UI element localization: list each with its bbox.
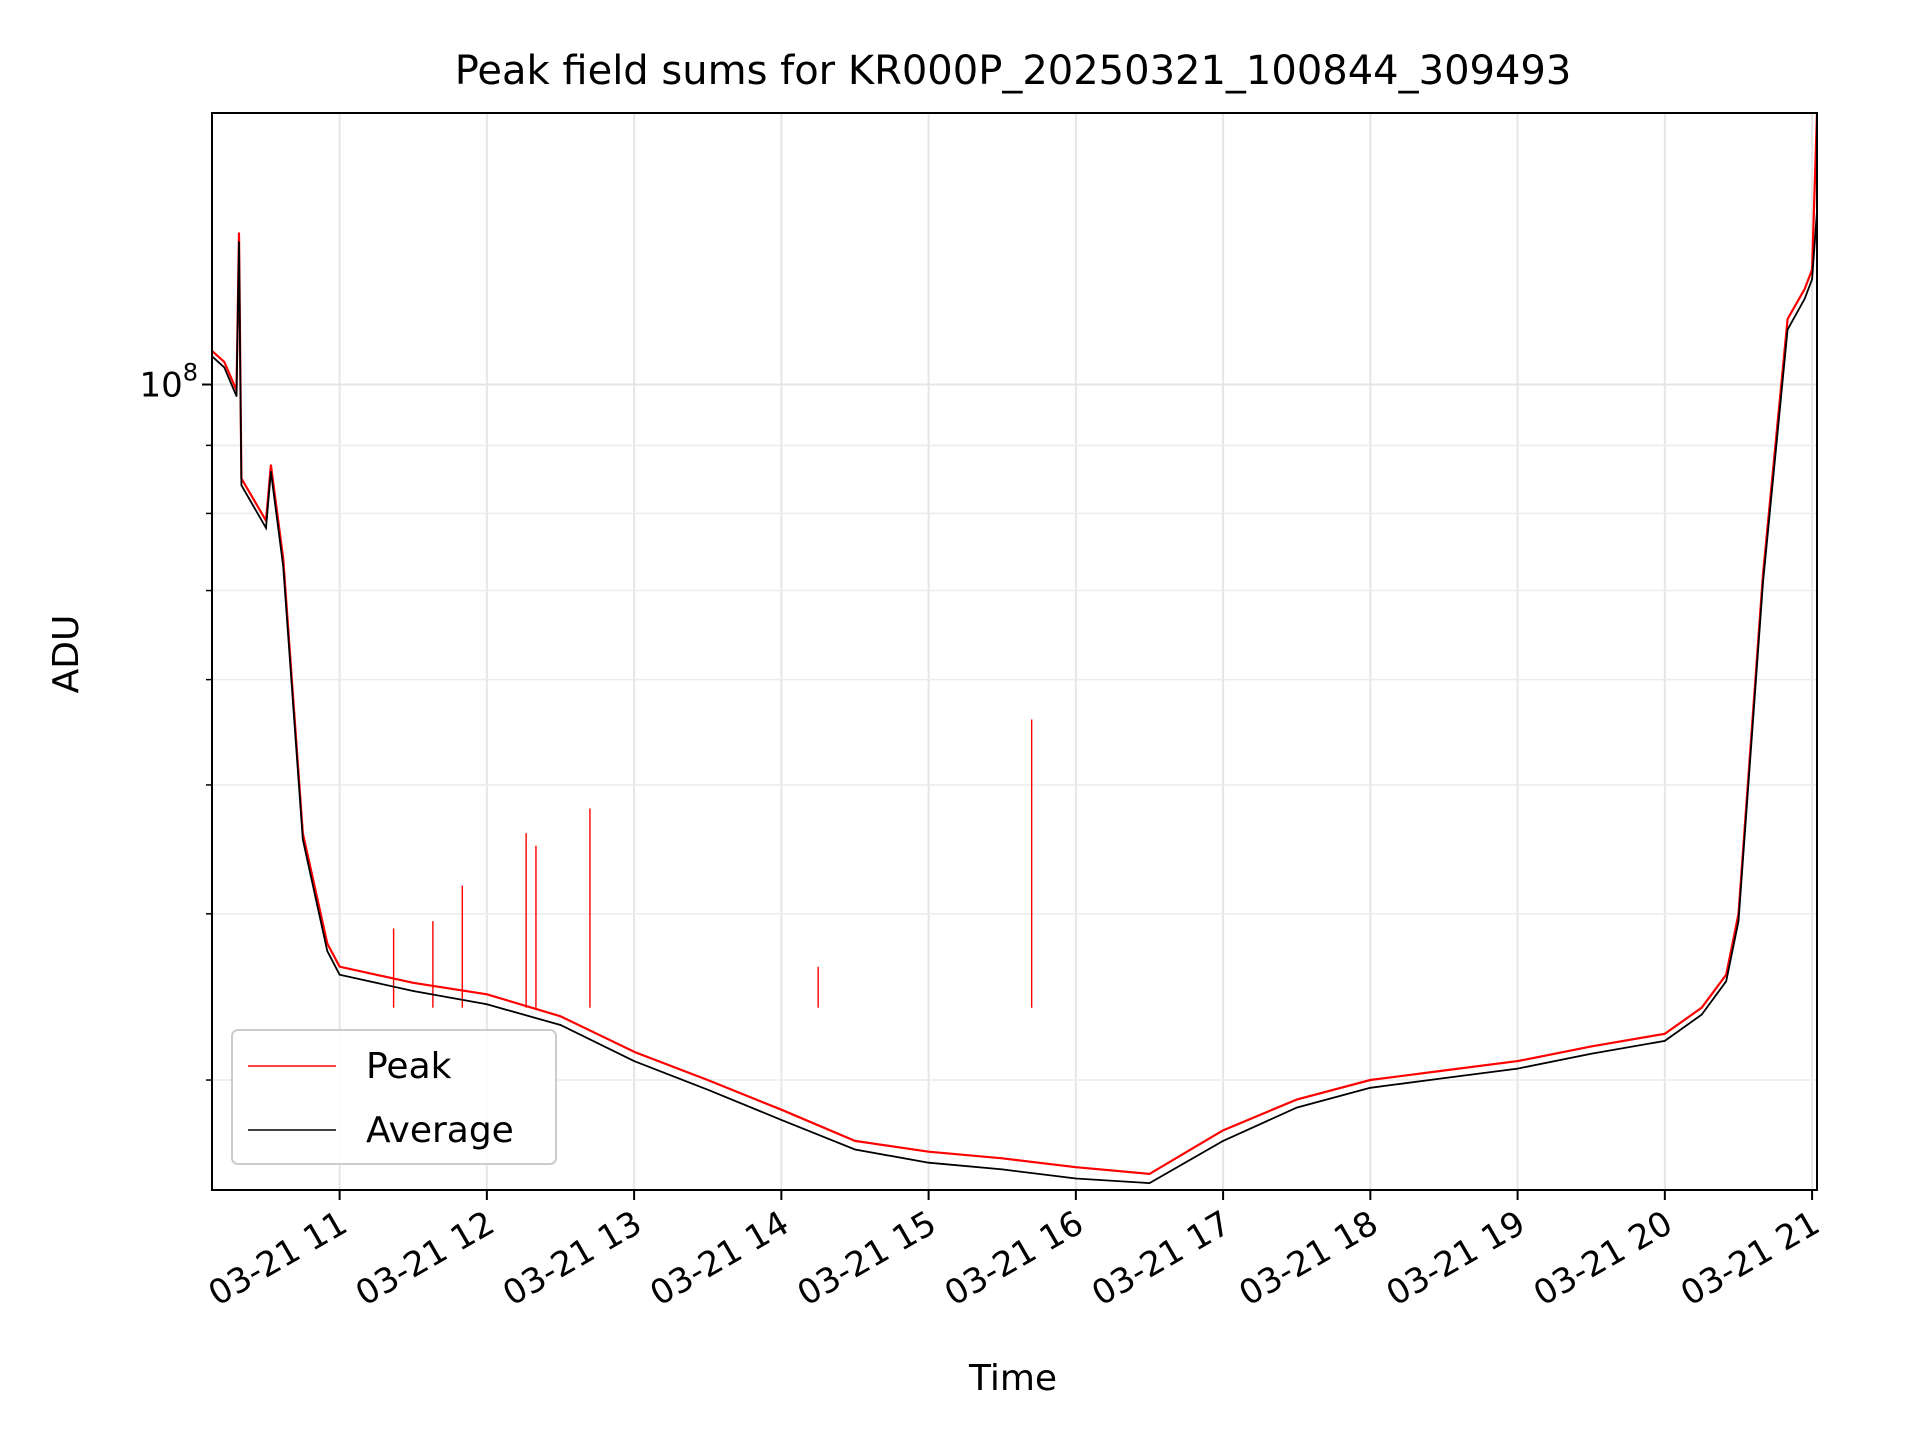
legend: Peak Average: [231, 1029, 557, 1165]
y-tick-label: 108: [139, 359, 198, 406]
data-point-average: [559, 1024, 562, 1026]
data-point-average: [240, 484, 243, 487]
data-point-peak: [486, 993, 488, 996]
data-point-average: [1664, 1040, 1666, 1042]
data-point-peak: [1590, 1045, 1593, 1048]
data-point-average: [1737, 920, 1740, 922]
x-tick-label: 03-21 12: [349, 1203, 501, 1314]
data-point-peak: [1075, 1166, 1077, 1168]
data-point-average: [412, 990, 415, 992]
data-point-average: [235, 395, 238, 397]
data-point-average: [1700, 1013, 1703, 1016]
data-point-average: [1811, 278, 1813, 280]
data-point-peak: [223, 361, 226, 363]
data-point-peak: [270, 464, 272, 466]
data-point-average: [282, 565, 284, 568]
data-point-average: [238, 241, 240, 243]
x-tick-label: 03-21 15: [791, 1203, 943, 1314]
data-point-peak: [927, 1150, 930, 1153]
data-point-peak: [706, 1079, 709, 1081]
data-point-average: [338, 973, 341, 976]
series-line-peak: [212, 113, 1817, 1176]
data-point-average: [1725, 980, 1727, 982]
data-point-peak: [1786, 318, 1789, 320]
data-point-peak: [238, 232, 240, 234]
data-point-average: [302, 838, 304, 841]
x-tick-label: 03-21 19: [1380, 1203, 1532, 1314]
x-tick-label: 03-21 11: [202, 1203, 354, 1314]
data-point-peak: [1148, 1173, 1151, 1175]
data-point-average: [270, 470, 272, 473]
axes-frame: [211, 112, 1818, 1191]
data-point-peak: [780, 1108, 783, 1111]
data-point-average: [1001, 1168, 1004, 1171]
x-tick-label: 03-21 21: [1674, 1203, 1826, 1314]
data-point-peak: [412, 981, 415, 984]
x-tick-label: 03-21 16: [938, 1203, 1090, 1314]
x-tick-label: 03-21 20: [1527, 1203, 1679, 1314]
data-point-average: [1762, 581, 1764, 584]
x-tick-label: 03-21 17: [1085, 1203, 1237, 1314]
data-point-average: [326, 950, 329, 952]
data-point-peak: [1700, 1006, 1703, 1009]
data-point-peak: [1664, 1032, 1666, 1035]
data-point-average: [927, 1161, 930, 1164]
data-point-peak: [559, 1015, 562, 1018]
data-point-peak: [1516, 1060, 1519, 1062]
data-point-average: [854, 1148, 856, 1151]
data-point-peak: [1443, 1069, 1445, 1072]
data-point-average: [1516, 1067, 1519, 1070]
legend-label-peak: Peak: [366, 1046, 452, 1087]
data-point-average: [780, 1119, 783, 1121]
chart-title: Peak field sums for KR000P_20250321_1008…: [455, 48, 1572, 94]
data-point-peak: [1803, 288, 1806, 290]
data-point-average: [1443, 1077, 1445, 1079]
data-point-average: [265, 527, 267, 529]
data-point-average: [486, 1003, 488, 1006]
data-point-peak: [1295, 1098, 1298, 1101]
x-tick-label: 03-21 18: [1232, 1203, 1384, 1314]
data-point-average: [1075, 1177, 1077, 1180]
data-point-average: [223, 366, 226, 369]
data-point-peak: [633, 1051, 635, 1053]
legend-label-average: Average: [366, 1110, 514, 1151]
x-tick-label: 03-21 13: [496, 1203, 648, 1314]
x-axis-label: Time: [968, 1358, 1057, 1399]
data-point-average: [1803, 297, 1806, 300]
data-point-average: [1786, 328, 1789, 331]
data-point-peak: [338, 965, 341, 968]
data-point-average: [1222, 1140, 1224, 1142]
data-point-average: [1295, 1106, 1298, 1109]
data-point-peak: [1369, 1079, 1372, 1081]
data-point-peak: [1001, 1157, 1004, 1160]
y-axis-label: ADU: [46, 615, 87, 694]
x-tick-label: 03-21 14: [643, 1203, 795, 1314]
data-point-peak: [1222, 1129, 1224, 1132]
data-point-peak: [854, 1140, 856, 1142]
data-point-average: [633, 1060, 635, 1062]
data-point-average: [706, 1088, 709, 1091]
data-point-average: [1148, 1182, 1151, 1184]
plot-area: [212, 113, 1817, 1185]
data-point-average: [1590, 1052, 1593, 1055]
y-axis: 108: [139, 359, 212, 1081]
data-point-peak: [326, 942, 329, 945]
data-point-average: [1369, 1086, 1372, 1089]
grid: [212, 113, 1817, 1190]
